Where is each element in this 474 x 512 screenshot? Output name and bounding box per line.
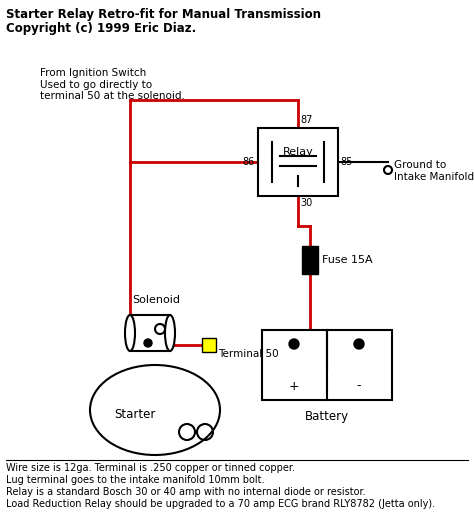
Text: Solenoid: Solenoid: [132, 295, 180, 305]
Ellipse shape: [165, 315, 175, 351]
Text: Relay is a standard Bosch 30 or 40 amp with no internal diode or resistor.: Relay is a standard Bosch 30 or 40 amp w…: [6, 487, 365, 497]
Text: Wire size is 12ga. Terminal is .250 copper or tinned copper.: Wire size is 12ga. Terminal is .250 copp…: [6, 463, 295, 473]
Bar: [202, 338, 216, 352]
Circle shape: [289, 339, 299, 349]
Text: -: -: [357, 379, 361, 393]
Text: Fuse 15A: Fuse 15A: [322, 255, 373, 265]
Text: 87: 87: [300, 115, 312, 125]
Bar: [302, 246, 318, 274]
Bar: [258, 128, 338, 196]
Text: Starter Relay Retro-fit for Manual Transmission: Starter Relay Retro-fit for Manual Trans…: [6, 8, 321, 21]
Bar: [262, 330, 392, 400]
Ellipse shape: [125, 315, 135, 351]
Bar: [130, 315, 170, 351]
Circle shape: [144, 339, 152, 347]
Text: Starter: Starter: [114, 409, 155, 421]
Text: Ground to
Intake Manifold: Ground to Intake Manifold: [394, 160, 474, 182]
Text: Terminal 50: Terminal 50: [218, 349, 279, 359]
Text: +: +: [289, 379, 299, 393]
Text: 30: 30: [300, 198, 312, 208]
Text: 85: 85: [340, 157, 352, 167]
Text: 86: 86: [243, 157, 255, 167]
Text: Battery: Battery: [305, 410, 349, 423]
Text: From Ignition Switch
Used to go directly to
terminal 50 at the solenoid.: From Ignition Switch Used to go directly…: [40, 68, 185, 101]
Text: Copyright (c) 1999 Eric Diaz.: Copyright (c) 1999 Eric Diaz.: [6, 22, 196, 35]
Text: Lug terminal goes to the intake manifold 10mm bolt.: Lug terminal goes to the intake manifold…: [6, 475, 264, 485]
Text: Relay: Relay: [283, 147, 313, 157]
Circle shape: [354, 339, 364, 349]
Text: Load Reduction Relay should be upgraded to a 70 amp ECG brand RLY8782 (Jetta onl: Load Reduction Relay should be upgraded …: [6, 499, 435, 509]
Ellipse shape: [90, 365, 220, 455]
